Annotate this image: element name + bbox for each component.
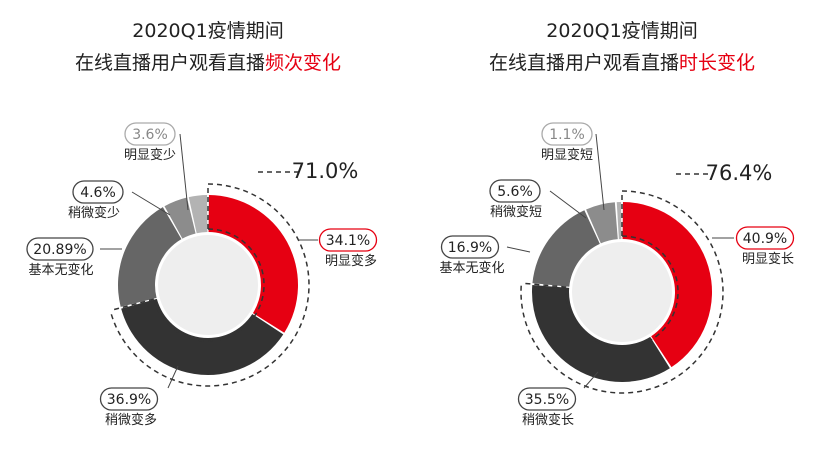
donut-slice [208,195,299,333]
slice-value-pill [541,122,593,146]
slice-value-label: 34.1% [326,233,370,249]
donut-slice [616,202,622,240]
group-total-label: 76.4% [706,161,773,185]
chart-title-highlight: 频次变化 [265,52,341,74]
group-bracket-inner [153,228,265,342]
slice-category-label: 稍微变少 [68,205,120,221]
slice-value-pill [124,122,176,146]
slice-value-label: 35.5% [525,392,569,408]
slice-leader-line [549,190,587,219]
group-total-label: 71.0% [292,159,359,183]
slice-leader-line [131,191,171,216]
slice-value-label: 4.6% [80,185,116,201]
slice-leader-line [583,371,599,389]
group-bracket-outer [520,190,724,394]
chart-title-line1: 2020Q1疫情期间 [546,20,697,42]
slice-value-label: 3.6% [132,127,168,143]
slice-value-pill [26,237,94,261]
slice-category-label: 稍微变短 [490,204,542,220]
slice-leader-line [506,246,531,253]
group-bracket-outer [109,183,310,387]
slice-value-pill [517,387,577,411]
slice-leader-line [167,365,179,389]
slice-category-label: 稍微变长 [522,412,574,428]
slice-value-label: 20.89% [33,242,86,258]
slice-value-pill [99,387,159,411]
donut-center [572,242,672,342]
donut-slice [531,285,670,383]
slice-leader-line [595,133,605,211]
donut-slice [121,298,284,376]
slice-value-pill [440,235,500,259]
slice-value-label: 1.1% [549,127,585,143]
slice-value-label: 40.9% [743,231,787,247]
slice-value-pill [735,226,795,250]
donut-slice [188,195,208,234]
donut-slice [532,210,600,287]
slice-value-pill [489,179,541,203]
donut-slice [117,207,182,307]
chart-title-line2: 在线直播用户观看直播时长变化 [489,52,755,74]
slice-leader-line [179,133,189,211]
group-bracket-inner [565,235,679,349]
donut-slice [586,202,618,244]
slice-category-label: 明显变短 [541,147,593,163]
group-bracket-edge [521,282,567,288]
slice-value-label: 36.9% [107,392,151,408]
slice-value-label: 16.9% [448,240,492,256]
slice-category-label: 基本无变化 [28,262,93,278]
slice-category-label: 明显变少 [124,147,176,163]
slice-value-pill [72,180,124,204]
slice-value-label: 5.6% [497,184,533,200]
donut-slice [622,202,713,368]
slice-category-label: 稍微变多 [105,412,157,428]
chart-title-highlight: 时长变化 [679,52,755,74]
donut-center [158,235,258,335]
slice-category-label: 明显变长 [742,251,794,267]
slice-value-pill [318,228,378,252]
group-bracket-edge [110,298,155,312]
chart-title-line1: 2020Q1疫情期间 [132,20,283,42]
slice-category-label: 明显变多 [325,253,377,269]
slice-category-label: 基本无变化 [439,260,504,276]
chart-title-line2: 在线直播用户观看直播频次变化 [75,52,341,74]
